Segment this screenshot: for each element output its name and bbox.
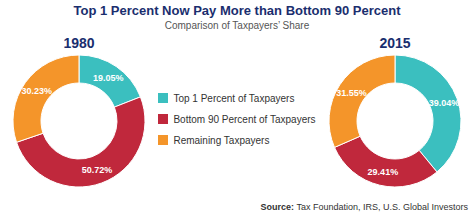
svg-text:31.55%: 31.55% — [336, 88, 367, 98]
svg-text:39.04%: 39.04% — [429, 98, 460, 108]
html-text:1980: 1980 — [63, 35, 95, 51]
html-text:Top 1 Percent of Taxpayers: Top 1 Percent of Taxpayers — [173, 92, 295, 104]
svg-text:50.72%: 50.72% — [82, 165, 113, 175]
svg-text:19.05%: 19.05% — [93, 73, 124, 83]
html-text:Bottom 90 Percent of Taxpayers: Bottom 90 Percent of Taxpayers — [173, 113, 316, 125]
html-text:Remaining Taxpayers: Remaining Taxpayers — [173, 134, 270, 146]
svg-text:29.41%: 29.41% — [368, 167, 399, 177]
html-text:Top 1 Percent Now Pay More tha: Top 1 Percent Now Pay More than Bottom 9… — [73, 3, 401, 18]
svg-text:30.23%: 30.23% — [21, 86, 52, 96]
html-text:Source: Tax Foundation, IRS, U: Source: Tax Foundation, IRS, U.S. Global… — [260, 202, 468, 212]
html-text:2015: 2015 — [379, 35, 411, 51]
html-text:Comparison of Taxpayers’ Share: Comparison of Taxpayers’ Share — [164, 20, 310, 31]
